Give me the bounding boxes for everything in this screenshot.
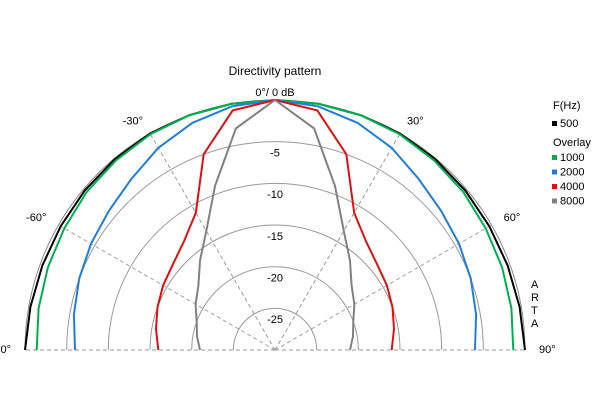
grid-ring xyxy=(191,266,359,351)
series-line xyxy=(194,98,356,351)
grid-ring xyxy=(232,307,318,351)
legend-title: F(Hz) xyxy=(553,100,581,112)
r-tick-label: -20 xyxy=(267,273,283,285)
legend-label: 1000 xyxy=(560,152,584,164)
top-label: 0°/ 0 dB xyxy=(255,87,294,99)
grid-ring xyxy=(149,224,401,351)
angle-tick-label: -90° xyxy=(0,344,11,356)
legend-swatch xyxy=(552,184,557,189)
r-tick-label: -10 xyxy=(267,189,283,201)
legend-label: 4000 xyxy=(560,181,584,193)
legend-swatch xyxy=(552,198,557,204)
angle-tick-label: -60° xyxy=(26,212,46,224)
legend-swatch xyxy=(552,169,557,175)
angle-tick-label: 60° xyxy=(504,212,521,224)
watermark: ARTA xyxy=(531,279,539,330)
grid-ring xyxy=(66,141,484,351)
r-tick-label: -25 xyxy=(267,314,283,326)
legend-label: 8000 xyxy=(560,195,584,207)
angle-tick-label: 90° xyxy=(539,344,556,356)
legend-label: 500 xyxy=(560,118,578,130)
angle-tick-label: -30° xyxy=(123,115,143,127)
legend-label: 2000 xyxy=(560,166,584,178)
r-tick-label: -5 xyxy=(270,148,280,160)
r-tick-label: -15 xyxy=(267,231,283,243)
legend-swatch xyxy=(552,121,557,126)
chart-title: Directivity pattern xyxy=(229,64,322,78)
grid-ring xyxy=(107,182,443,351)
legend-overlay: Overlay xyxy=(553,137,591,149)
legend-swatch xyxy=(552,155,557,160)
angle-tick-label: 30° xyxy=(407,115,424,127)
